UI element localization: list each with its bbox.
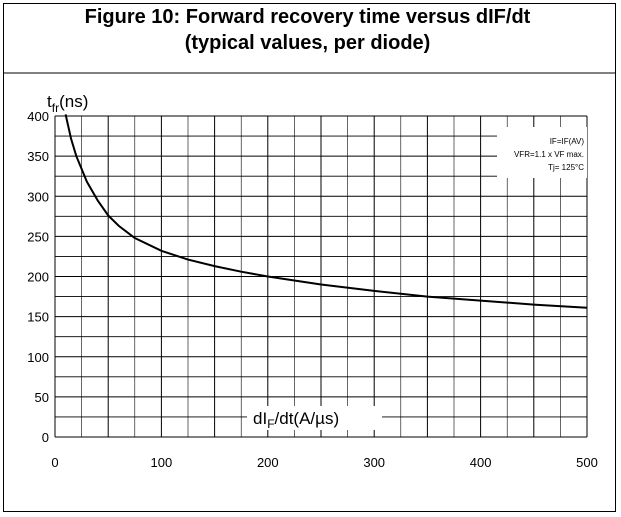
title-line-1: Figure 10: Forward recovery time versus … bbox=[84, 6, 531, 28]
x-tick-label: 200 bbox=[257, 455, 279, 470]
y-tick-label: 350 bbox=[27, 149, 49, 164]
y-tick-label: 200 bbox=[27, 270, 49, 285]
x-tick-label: 500 bbox=[576, 455, 598, 470]
conditions-legend-background bbox=[497, 127, 587, 178]
y-axis-title-main: t bbox=[47, 92, 52, 111]
x-axis-title: dIF/dt(A/µs) bbox=[247, 406, 382, 431]
y-axis-title: tfr(ns) bbox=[47, 92, 88, 115]
y-tick-label: 300 bbox=[27, 189, 49, 204]
y-tick-label: 250 bbox=[27, 229, 49, 244]
svg-text:tfr(ns): tfr(ns) bbox=[47, 92, 88, 115]
x-tick-label: 400 bbox=[470, 455, 492, 470]
x-tick-label: 100 bbox=[151, 455, 173, 470]
y-tick-label: 400 bbox=[27, 109, 49, 124]
x-tick-labels: 0 100 200 300 400 500 bbox=[51, 455, 597, 470]
condition-line-1: IF=IF(AV) bbox=[550, 137, 585, 146]
x-tick-label: 0 bbox=[51, 455, 58, 470]
figure-title: Figure 10: Forward recovery time versus … bbox=[0, 4, 615, 56]
title-line-2: (typical values, per diode) bbox=[184, 32, 431, 54]
y-tick-labels: 0 50 100 150 200 250 300 350 400 bbox=[27, 109, 49, 445]
y-tick-label: 150 bbox=[27, 310, 49, 325]
x-tick-label: 300 bbox=[363, 455, 385, 470]
series-line bbox=[64, 114, 588, 309]
x-axis-title-post: /dt(A/µs) bbox=[275, 409, 340, 428]
svg-text:dIF/dt(A/µs): dIF/dt(A/µs) bbox=[253, 409, 339, 431]
x-axis-title-sub: F bbox=[267, 417, 274, 431]
y-axis-title-sub: fr bbox=[52, 101, 59, 115]
y-tick-label: 50 bbox=[35, 390, 49, 405]
condition-line-3: Tj= 125°C bbox=[548, 163, 584, 172]
x-axis-title-background bbox=[247, 406, 382, 430]
conditions-legend: IF=IF(AV) VFR=1.1 x VF max. Tj= 125°C bbox=[497, 127, 587, 178]
x-axis-title-pre: dI bbox=[253, 409, 267, 428]
y-axis-title-unit: (ns) bbox=[59, 92, 88, 111]
y-tick-label: 0 bbox=[42, 430, 49, 445]
condition-line-2: VFR=1.1 x VF max. bbox=[514, 150, 584, 159]
y-tick-label: 100 bbox=[27, 350, 49, 365]
